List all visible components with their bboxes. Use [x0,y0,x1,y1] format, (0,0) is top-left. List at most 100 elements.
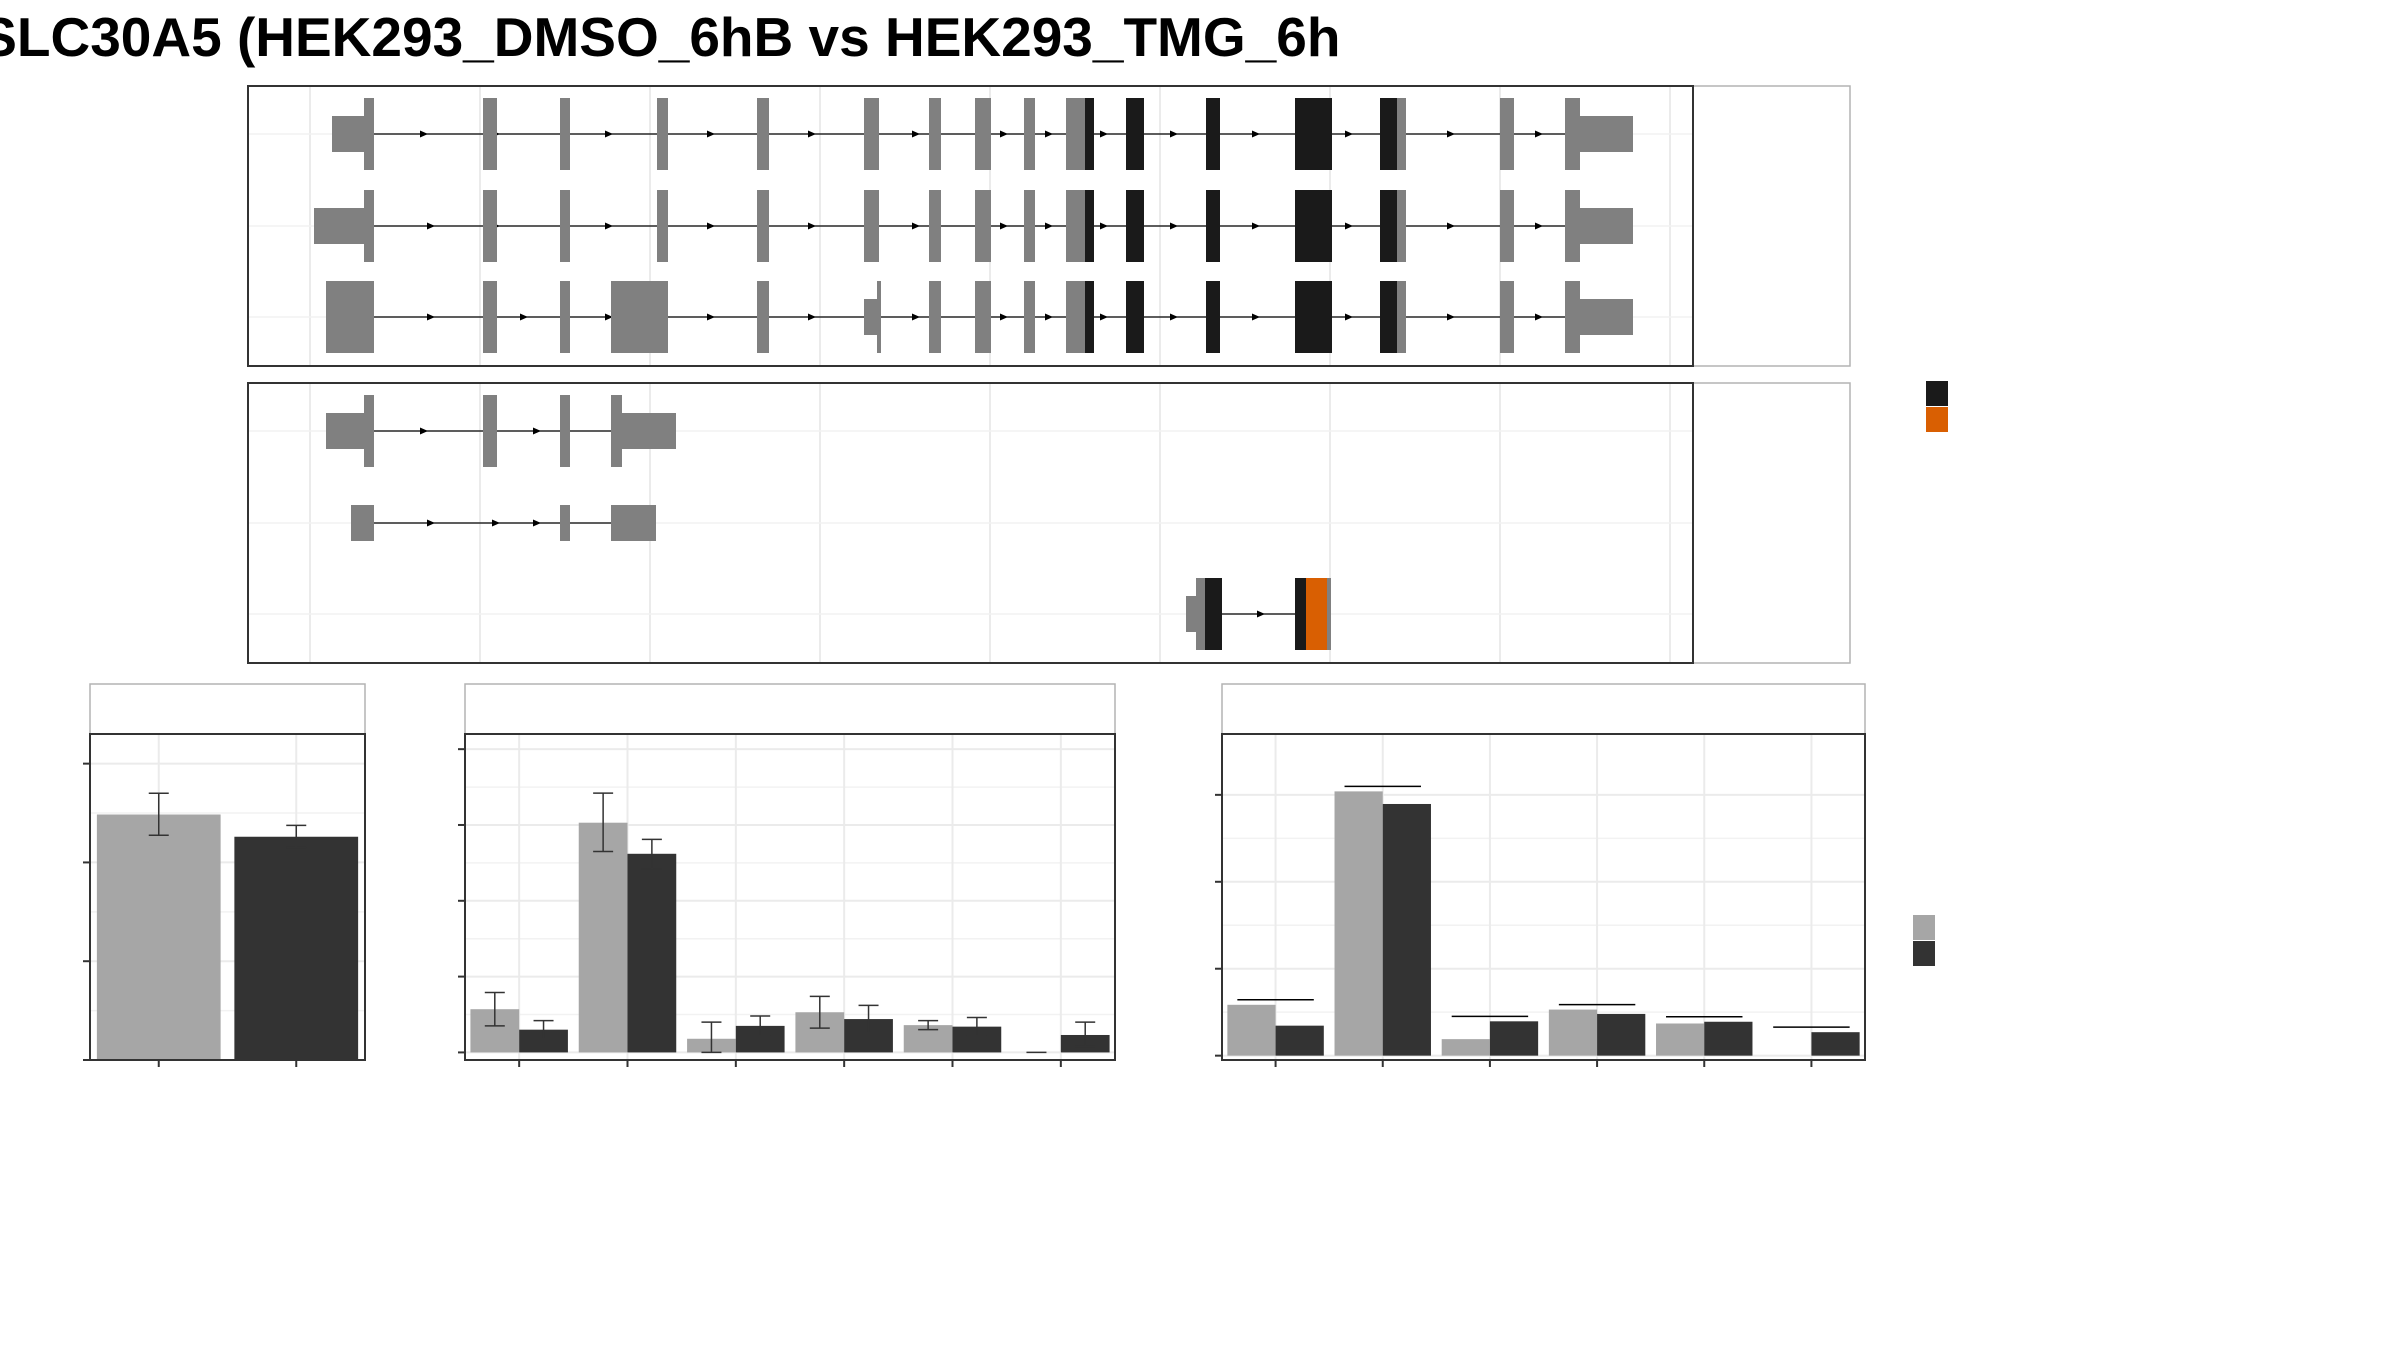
exon [1397,190,1406,262]
exon [364,98,374,170]
legends [1913,381,1948,966]
strand-arrow [1252,130,1260,138]
strand-arrow [1535,313,1543,321]
strand-arrow [1045,313,1053,321]
bar [1441,1039,1490,1056]
gene-expression-chart [83,683,366,1067]
strand-arrow [533,519,541,527]
domain-cation-efflux [1206,98,1220,170]
exon [1565,98,1580,170]
legend-swatch [1913,915,1935,940]
exon [864,98,879,170]
isoform-usage-chart [1215,683,1866,1067]
exon [1565,190,1580,262]
strand-arrow [808,222,816,230]
strand-arrow [492,519,500,527]
exon [1066,190,1085,262]
bar [1548,1009,1598,1056]
structure-panel-border [247,85,1694,367]
exon [1066,281,1085,353]
strand-arrow [1257,610,1265,618]
exon [332,116,364,152]
bar [1227,1004,1276,1056]
exon [757,190,769,262]
domain-cation-efflux [1380,98,1397,170]
domain-cation-efflux [1085,190,1094,262]
bar [1597,1013,1646,1056]
error-bar [484,991,505,1027]
strand-arrow [1045,130,1053,138]
strand-arrow [1345,222,1353,230]
exon [929,190,941,262]
error-bar [966,1016,987,1037]
exon [560,505,570,541]
bar [1382,803,1431,1056]
strand-arrow [1170,130,1178,138]
exon [364,190,374,262]
legend-swatch [1926,381,1948,406]
exon [864,299,877,335]
strand-arrow [1000,130,1008,138]
exon [864,190,879,262]
isoform-expression-chart [458,683,1116,1067]
strand-arrow [605,222,613,230]
bar [578,822,628,1053]
exon [560,98,570,170]
strand-arrow [707,130,715,138]
chart-strip [1221,683,1866,735]
strand-arrow [427,519,435,527]
strand-arrow [420,130,428,138]
strand-arrow [1100,313,1108,321]
exon [560,281,570,353]
strand-arrow [427,222,435,230]
exon [314,208,364,244]
exon [975,281,991,353]
exon [757,281,769,353]
exon [975,98,991,170]
strand-arrow [1045,222,1053,230]
domain-cation-efflux [1126,98,1144,170]
exon [1565,281,1580,353]
strand-arrow [1535,222,1543,230]
error-bar [593,792,614,853]
exon [657,190,668,262]
strand-arrow [1345,313,1353,321]
exon [483,281,497,353]
strand-arrow [1100,222,1108,230]
strand-arrow [808,313,816,321]
legend-swatch [1913,941,1935,966]
strand-arrow [1345,130,1353,138]
domain-cation-efflux [1126,190,1144,262]
strand-arrow [1170,222,1178,230]
strand-arrow [808,130,816,138]
bar [1489,1021,1539,1056]
plot-bg [1222,734,1865,1060]
plot-bg [465,734,1115,1060]
exon [560,395,570,467]
domain-cation-efflux [1206,281,1220,353]
strand-arrow [1447,130,1455,138]
domain-cation-efflux [1085,98,1094,170]
exon [1186,596,1196,632]
exon [611,281,668,353]
domain-cation-efflux [1295,281,1332,353]
strand-arrow [533,427,541,435]
bar [1275,1025,1324,1056]
error-bar [750,1015,771,1037]
error-bar [148,792,169,837]
error-bar [858,1004,879,1034]
exon [877,281,881,353]
isoform-structure-plot [247,85,1851,664]
strand-arrow [1447,222,1455,230]
chart-strip [89,683,366,735]
strand-arrow [707,313,715,321]
strand-arrow [1252,222,1260,230]
domain-idr [1306,578,1327,650]
exon [1397,281,1406,353]
facet-strip [1692,85,1851,367]
exon [1580,208,1633,244]
exon [1024,281,1035,353]
exon [483,395,497,467]
exon [326,281,374,353]
